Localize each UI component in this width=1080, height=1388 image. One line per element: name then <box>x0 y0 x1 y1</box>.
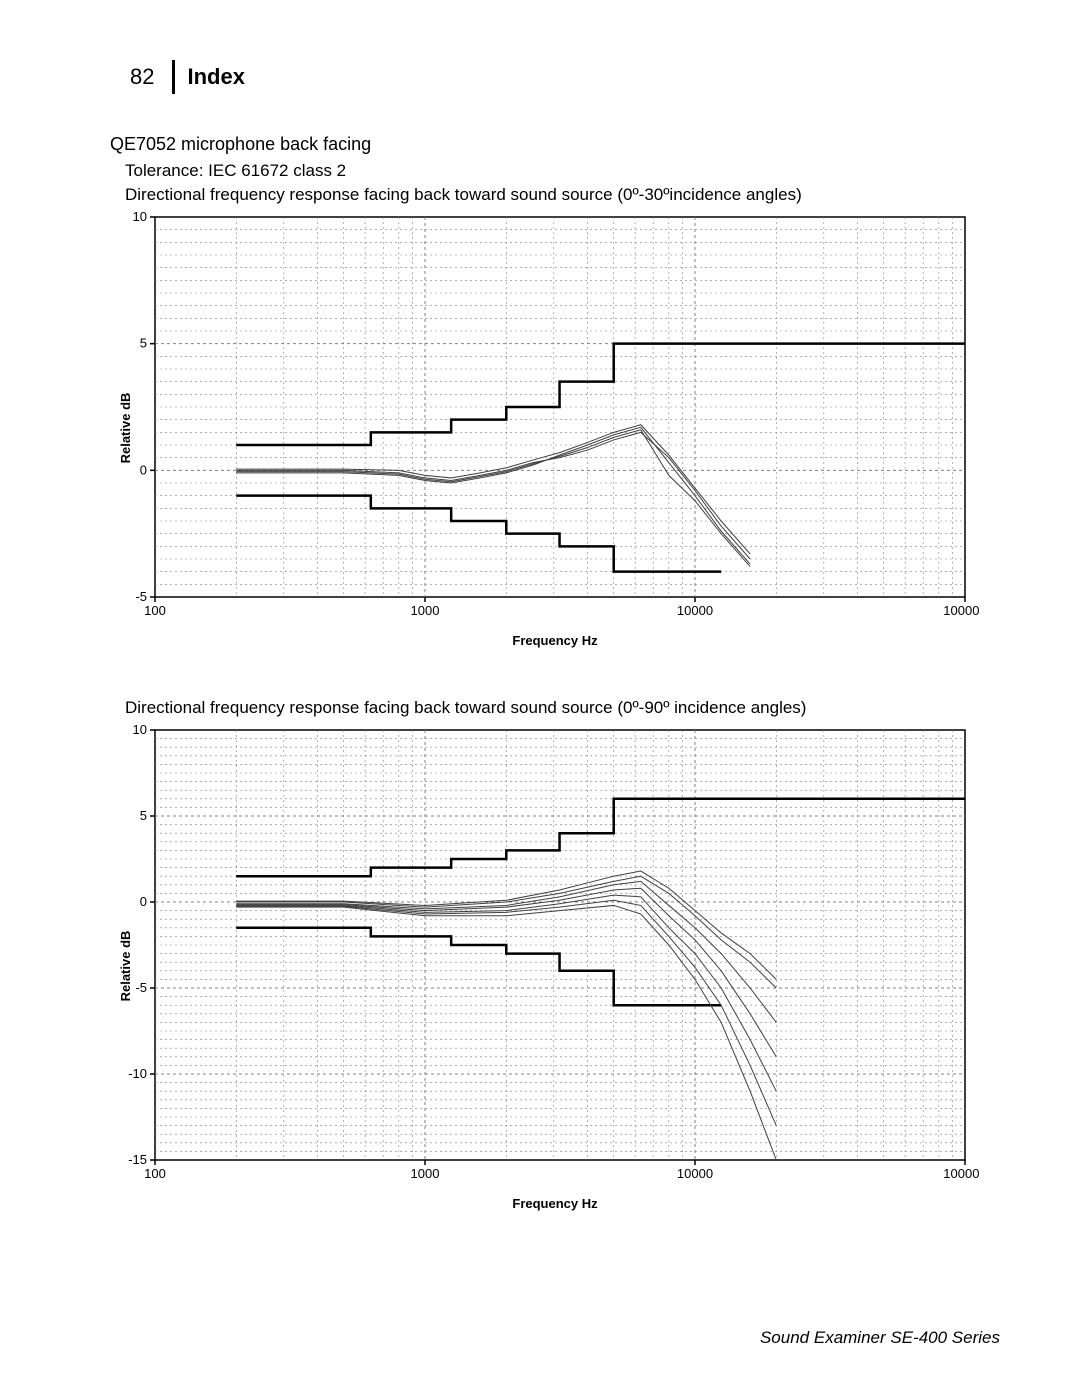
page-number: 82 <box>130 64 154 90</box>
chart2-container: Relative dB -15 -10 -5 0 5 10 100 1000 10000 1000… <box>100 720 1010 1211</box>
chart2-ylabel: Relative dB <box>118 930 133 1001</box>
svg-text:-15: -15 <box>128 1152 147 1167</box>
tolerance-text: Tolerance: IEC 61672 class 2 <box>125 161 1010 181</box>
svg-text:100: 100 <box>144 603 166 618</box>
chart1-xlabel: Frequency Hz <box>100 633 1010 648</box>
svg-text:10000: 10000 <box>677 603 713 618</box>
header-divider <box>172 60 175 94</box>
svg-text:0: 0 <box>140 462 147 477</box>
svg-text:-5: -5 <box>135 589 147 604</box>
svg-text:-10: -10 <box>128 1066 147 1081</box>
svg-text:100: 100 <box>144 1166 166 1181</box>
chart1-title: Directional frequency response facing ba… <box>125 185 1010 205</box>
svg-text:100000: 100000 <box>943 603 980 618</box>
mic-title: QE7052 microphone back facing <box>110 134 1010 155</box>
footer-text: Sound Examiner SE-400 Series <box>760 1328 1000 1348</box>
chart1-plot: -5 0 5 10 100 1000 10000 100000 <box>100 207 980 627</box>
chart1-container: Relative dB -5 0 5 10 100 1000 10000 100000 Fre… <box>100 207 1010 648</box>
svg-text:-5: -5 <box>135 980 147 995</box>
chart2-plot: -15 -10 -5 0 5 10 100 1000 10000 100000 <box>100 720 980 1190</box>
svg-text:0: 0 <box>140 894 147 909</box>
svg-text:100000: 100000 <box>943 1166 980 1181</box>
svg-text:10: 10 <box>133 722 147 737</box>
svg-text:10: 10 <box>133 209 147 224</box>
page-header: 82 Index <box>130 60 1010 94</box>
chart2-title: Directional frequency response facing ba… <box>125 698 1010 718</box>
svg-text:1000: 1000 <box>411 603 440 618</box>
svg-text:10000: 10000 <box>677 1166 713 1181</box>
chart1-ylabel: Relative dB <box>118 392 133 463</box>
section-title: Index <box>187 64 244 90</box>
chart2-xlabel: Frequency Hz <box>100 1196 1010 1211</box>
svg-text:5: 5 <box>140 336 147 351</box>
svg-text:1000: 1000 <box>411 1166 440 1181</box>
svg-text:5: 5 <box>140 808 147 823</box>
